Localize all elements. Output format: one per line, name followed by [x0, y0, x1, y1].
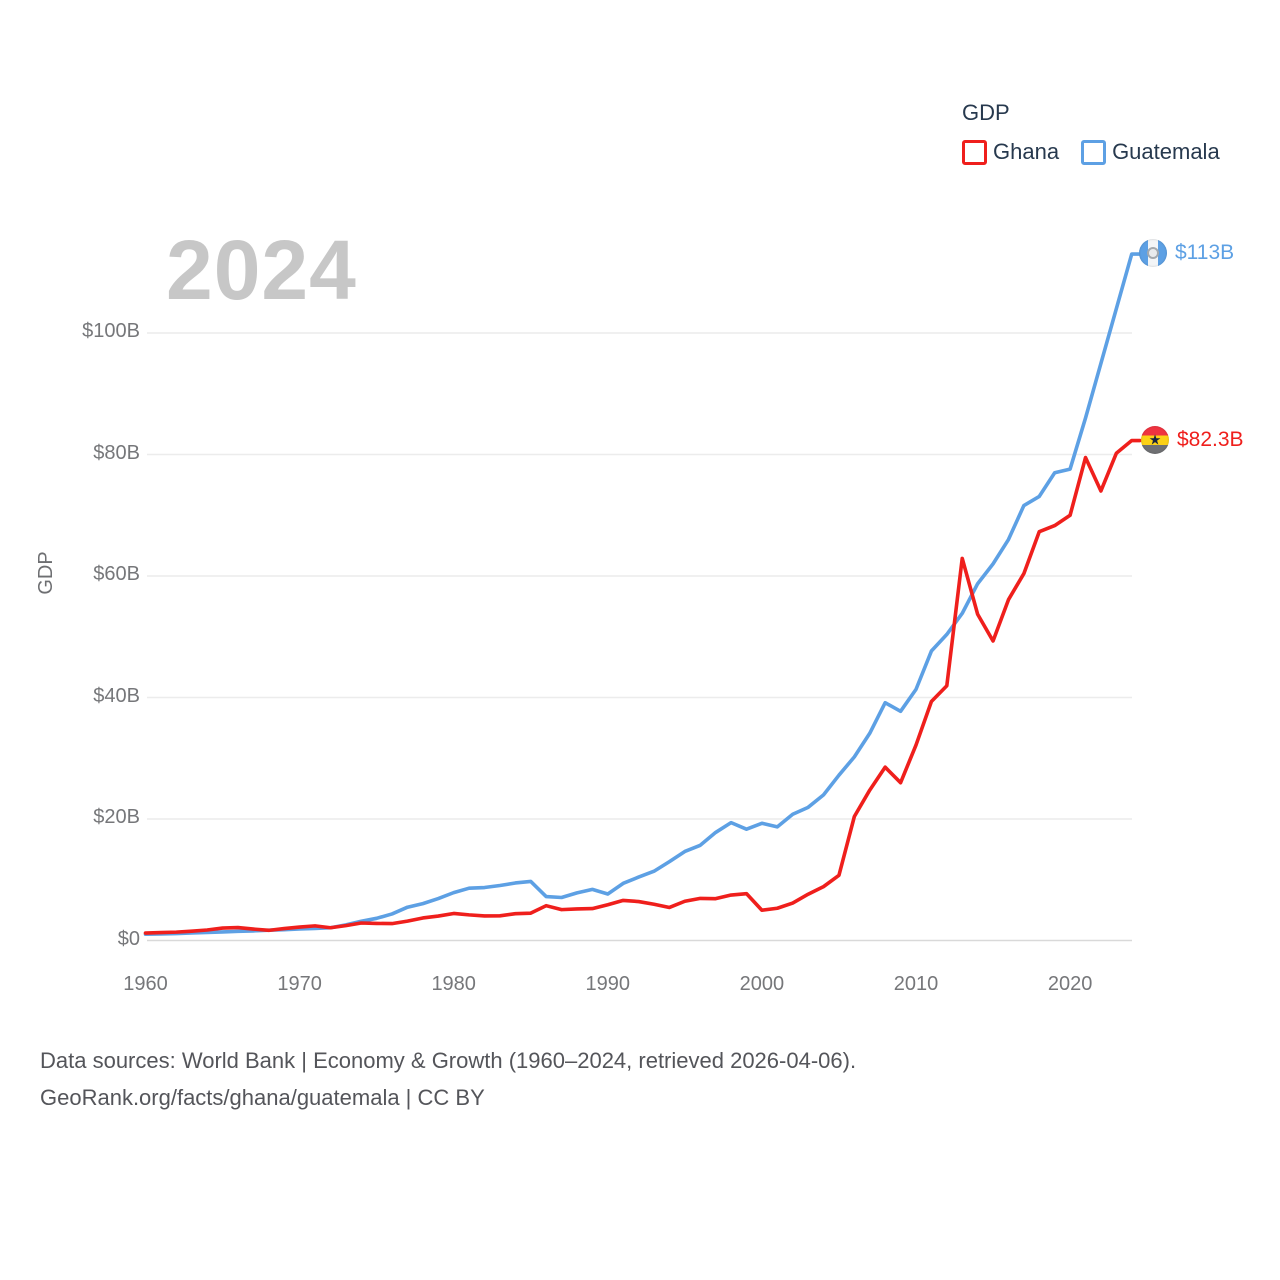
data-sources-line: Data sources: World Bank | Economy & Gro…: [40, 1048, 857, 1073]
x-tick-label-2000: 2000: [739, 973, 785, 995]
legend-label-guatemala: Guatemala: [1112, 139, 1220, 164]
y-tick-label-100: $100B: [82, 320, 140, 342]
series-line-ghana: [143, 438, 1142, 935]
attribution-line: GeoRank.org/facts/ghana/guatemala | CC B…: [40, 1085, 485, 1110]
legend-row: Ghana Guatemala: [962, 139, 1220, 165]
y-tick-label-20: $20B: [93, 806, 140, 828]
x-tick-label-2020: 2020: [1047, 973, 1093, 995]
x-tick-label-1990: 1990: [585, 973, 631, 995]
series-line-guatemala: [143, 252, 1142, 936]
y-tick-label-0: $0: [117, 927, 140, 950]
year-watermark: 2024: [166, 223, 357, 317]
guatemala-legend-swatch-icon: [1081, 139, 1107, 165]
y-tick-label-40: $40B: [93, 684, 140, 707]
ghana-star-icon: ★: [1148, 430, 1162, 447]
y-tick-label-60: $60B: [93, 563, 140, 585]
ghana-end-annotation: ★ $82.3B: [1141, 425, 1244, 454]
ghana-flag-icon: ★: [1141, 425, 1169, 454]
x-tick-label-1970: 1970: [277, 973, 322, 995]
legend-title: GDP: [962, 100, 1010, 125]
ghana-end-value: $82.3B: [1177, 427, 1244, 451]
legend-item-ghana[interactable]: Ghana: [962, 139, 1059, 165]
footer: Data sources: World Bank | Economy & Gro…: [40, 1042, 856, 1116]
x-tick-label-1960: 1960: [123, 973, 168, 995]
legend-item-guatemala[interactable]: Guatemala: [1081, 139, 1220, 165]
x-tick-label-2010: 2010: [893, 973, 939, 995]
guatemala-flag-icon: [1139, 239, 1167, 268]
guatemala-end-annotation: $113B: [1139, 239, 1235, 268]
x-tick-label-1980: 1980: [431, 973, 476, 995]
guatemala-end-value: $113B: [1175, 241, 1235, 265]
legend: GDP Ghana Guatemala: [962, 100, 1220, 165]
y-tick-label-80: $80B: [93, 441, 140, 464]
guatemala-emblem-icon: [1147, 247, 1159, 260]
legend-label-ghana: Ghana: [993, 139, 1060, 164]
ghana-legend-swatch-icon: [962, 139, 987, 165]
